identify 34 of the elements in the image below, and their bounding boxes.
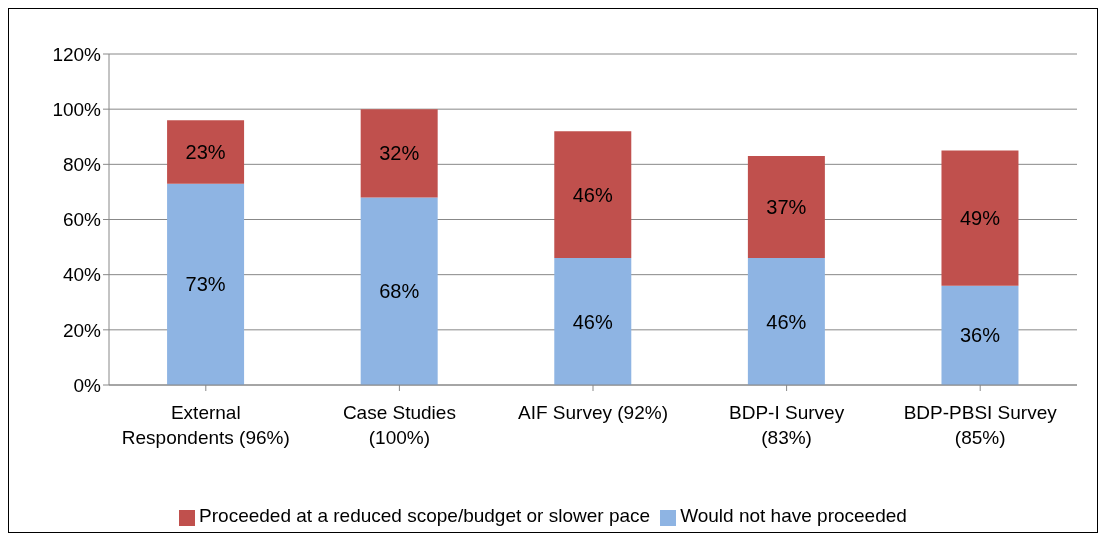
bar	[941, 150, 1019, 286]
data-label: 32%	[379, 142, 420, 165]
bar	[360, 197, 438, 385]
y-tick-label: 60%	[62, 209, 102, 231]
x-tick-label: Case Studies (100%)	[342, 402, 456, 448]
data-label: 46%	[572, 183, 614, 206]
legend-label: Would not have proceeded	[680, 505, 907, 526]
y-tick-label: 0%	[73, 374, 102, 396]
bar	[747, 258, 825, 385]
x-tick-label: BDP-I Survey (83%)	[729, 402, 845, 448]
x-tick-label: AIF Survey (92%)	[518, 402, 668, 423]
data-label: 23%	[185, 141, 226, 164]
bar	[554, 258, 632, 385]
data-label: 37%	[766, 196, 807, 219]
data-label: 68%	[379, 280, 420, 303]
data-label: 73%	[185, 273, 226, 296]
bar	[941, 285, 1019, 385]
data-label: 36%	[959, 324, 1001, 347]
y-tick-label: 100%	[52, 98, 102, 120]
y-tick-label: 80%	[62, 154, 102, 176]
data-label: 46%	[766, 310, 807, 333]
bar	[554, 131, 632, 259]
y-tick-label: 120%	[52, 43, 102, 65]
legend-label: Proceeded at a reduced scope/budget or slower pace	[199, 505, 651, 526]
bar	[167, 183, 245, 385]
data-label: 46%	[572, 310, 614, 333]
x-tick-label: BDP-PBSI Survey (85%)	[903, 402, 1058, 448]
y-tick-label: 40%	[62, 264, 102, 286]
bar	[167, 120, 245, 184]
y-tick-label: 20%	[62, 319, 102, 341]
data-label: 49%	[959, 207, 1001, 230]
bar	[360, 109, 438, 198]
bar	[747, 156, 825, 259]
x-tick-label: External Respondents (96%)	[121, 402, 290, 448]
